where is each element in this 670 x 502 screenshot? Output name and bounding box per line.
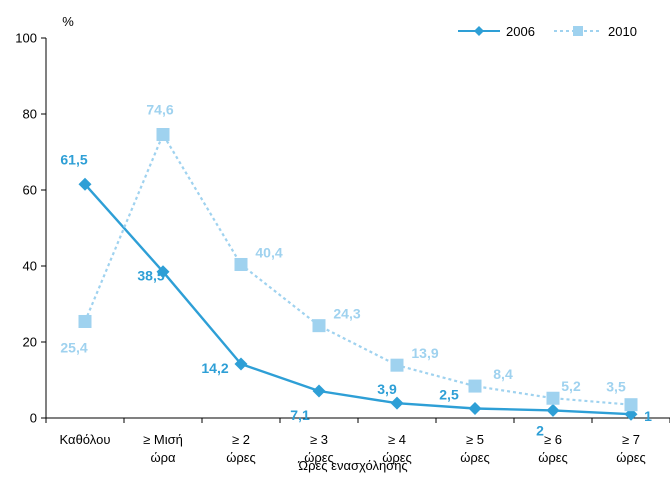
legend-marker-2006 <box>474 26 484 36</box>
data-labels: 61,5 38,5 14,2 7,1 3,9 2,5 2 1 25,4 74,6 40,4 24,3 1… <box>60 102 652 439</box>
x-tick-label: ώρα <box>150 450 176 465</box>
data-label-2010: 8,4 <box>493 366 513 382</box>
data-label-2006: 2,5 <box>439 387 459 403</box>
data-label-2006: 2 <box>536 422 544 438</box>
data-label-2010: 13,9 <box>411 345 438 361</box>
x-tick-label: ≥ 5 <box>466 432 484 447</box>
marker-2010 <box>78 314 92 328</box>
x-axis-title: Ώρες ενασχόλησης <box>297 458 407 473</box>
data-label-2006: 61,5 <box>60 151 87 167</box>
x-tick-label: Καθόλου <box>60 432 111 447</box>
x-tick-label: ώρες <box>538 450 568 465</box>
y-tick-label: 0 <box>30 411 37 426</box>
y-tick-label: 20 <box>23 335 37 350</box>
y-tick-label: 80 <box>23 107 37 122</box>
x-tick-label: ≥ Μισή <box>143 432 183 447</box>
data-label-2006: 3,9 <box>377 381 397 397</box>
x-axis: Καθόλου ≥ Μισή ώρα ≥ 2 ώρες ≥ 3 ώρες ≥ 4 ώρες ≥ 5… <box>45 417 670 465</box>
marker-2006 <box>390 396 404 410</box>
x-tick-label: ≥ 2 <box>232 432 250 447</box>
data-label-2010: 24,3 <box>333 306 360 322</box>
x-tick-label: ≥ 6 <box>544 432 562 447</box>
x-tick-label: ώρες <box>460 450 490 465</box>
x-tick-label: ώρες <box>226 450 256 465</box>
data-label-2006: 7,1 <box>290 407 310 423</box>
legend: 2006 2010 <box>458 24 637 39</box>
x-tick-label: ≥ 4 <box>388 432 406 447</box>
marker-2006 <box>312 384 326 398</box>
data-label-2010: 40,4 <box>255 244 282 260</box>
marker-2010 <box>546 391 560 405</box>
marker-2010 <box>312 319 326 333</box>
legend-marker-2010 <box>573 26 583 36</box>
data-label-2010: 3,5 <box>606 379 626 395</box>
y-tick-label: 100 <box>15 31 37 46</box>
marker-2006 <box>78 177 92 191</box>
marker-2006 <box>234 357 248 371</box>
series-line-2006 <box>84 183 632 416</box>
series-lines <box>83 133 632 416</box>
marker-2006 <box>156 265 170 279</box>
marker-2010 <box>468 379 482 393</box>
data-label-2006: 1 <box>644 408 652 424</box>
data-label-2010: 25,4 <box>60 339 87 355</box>
legend-label-2010: 2010 <box>608 24 637 39</box>
data-label-2006: 14,2 <box>201 360 228 376</box>
series-markers <box>78 128 638 421</box>
marker-2010 <box>234 257 248 271</box>
legend-label-2006: 2006 <box>506 24 535 39</box>
y-axis: 0 20 40 60 80 100 <box>15 31 47 426</box>
marker-2010 <box>156 128 170 142</box>
x-tick-label: ώρες <box>382 450 412 465</box>
marker-2010 <box>624 398 638 412</box>
x-tick-label: ώρες <box>304 450 334 465</box>
y-unit-label: % <box>62 14 74 29</box>
marker-2006 <box>546 403 560 417</box>
data-label-2010: 74,6 <box>146 102 173 118</box>
y-tick-label: 60 <box>23 183 37 198</box>
data-label-2006: 38,5 <box>137 268 164 284</box>
x-tick-label: ≥ 7 <box>622 432 640 447</box>
x-tick-label: ≥ 3 <box>310 432 328 447</box>
data-label-2010: 5,2 <box>561 378 581 394</box>
x-tick-label: ώρες <box>616 450 646 465</box>
marker-2006 <box>468 402 482 415</box>
marker-2010 <box>390 358 404 372</box>
y-tick-label: 40 <box>23 259 37 274</box>
